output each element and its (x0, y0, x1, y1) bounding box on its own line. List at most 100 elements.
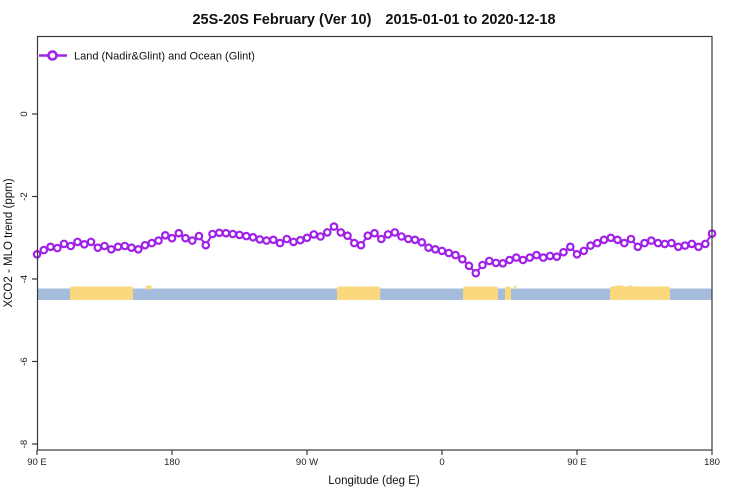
x-axis-tick-label: 90 W (296, 457, 318, 468)
data-point-marker (478, 260, 487, 270)
surface-band-segment-land (610, 286, 670, 300)
y-axis-tick-label: -2 (19, 192, 30, 200)
data-point-marker (511, 253, 521, 262)
surface-band-island-mark (514, 285, 517, 290)
data-point-marker (282, 234, 292, 244)
data-point-marker (309, 230, 319, 239)
x-axis-tick-label: 180 (704, 457, 720, 468)
data-point-marker (120, 241, 130, 251)
data-point-marker (633, 242, 643, 252)
data-point-marker (586, 241, 595, 250)
surface-band-segment-land (70, 286, 133, 300)
data-point-marker (680, 241, 690, 250)
data-point-marker (464, 261, 474, 271)
data-point-marker (161, 231, 170, 240)
data-point-marker (80, 240, 89, 249)
data-point-marker (444, 248, 454, 258)
data-point-marker (430, 245, 440, 254)
data-series-layer (32, 222, 717, 278)
data-point-marker (349, 238, 359, 248)
x-axis-tick-label: 90 E (27, 457, 47, 468)
data-point-marker (289, 237, 298, 247)
data-point-marker (397, 232, 406, 241)
chart-title-main: 25S-20S February (Ver 10) (192, 12, 371, 28)
data-point-marker (646, 236, 656, 245)
data-point-marker (545, 251, 555, 261)
data-point-marker (640, 238, 649, 248)
data-point-marker (518, 255, 528, 265)
legend-marker-icon (47, 50, 58, 61)
data-point-marker (93, 243, 103, 253)
surface-band-island-mark (614, 285, 624, 290)
data-point-marker (694, 242, 703, 252)
y-axis-tick-label: 0 (19, 111, 30, 116)
data-point-marker (505, 255, 514, 265)
data-point-marker (403, 234, 413, 244)
data-point-marker (107, 245, 116, 254)
data-point-marker (424, 243, 433, 253)
data-point-marker (552, 252, 562, 262)
data-point-marker (66, 241, 76, 251)
data-point-marker (667, 238, 676, 248)
x-axis-tick-label: 180 (164, 457, 180, 468)
data-point-marker (376, 234, 386, 244)
data-point-marker (100, 241, 109, 251)
data-point-marker (673, 242, 683, 252)
surface-band-layer (37, 285, 712, 300)
data-point-marker (653, 238, 663, 248)
data-point-marker (86, 237, 96, 247)
data-point-marker (592, 238, 602, 248)
x-axis-tick-label: 90 E (567, 457, 587, 468)
surface-band-segment-ocean (133, 288, 337, 300)
chart-title: 25S-20S February (Ver 10) 2015-01-01 to 2… (192, 12, 555, 28)
surface-band-segment-ocean (511, 288, 610, 300)
legend: Land (Nadir&Glint) and Ocean (Glint) (39, 50, 255, 63)
data-point-marker (410, 235, 420, 245)
surface-band-segment-ocean (497, 288, 505, 300)
data-point-marker (437, 246, 447, 256)
data-point-marker (248, 233, 258, 242)
data-point-marker (181, 233, 190, 243)
data-point-marker (660, 239, 670, 249)
axes-layer: 90 E 180 90 W 0 90 E 180 0 -2 -4 -6 -8 (19, 111, 720, 468)
data-point-marker (700, 239, 710, 249)
data-point-marker (471, 268, 481, 278)
data-point-marker (538, 253, 548, 262)
y-axis-title: XCO2 - MLO trend (ppm) (3, 178, 15, 307)
x-axis-title: Longitude (deg E) (328, 475, 420, 487)
data-point-marker (484, 256, 494, 266)
y-axis-tick-label: -6 (19, 357, 30, 365)
data-point-marker (242, 231, 251, 241)
y-axis-tick-label: -4 (19, 275, 30, 283)
data-point-marker (451, 250, 460, 260)
data-point-marker (194, 231, 204, 241)
data-point-marker (73, 237, 82, 247)
data-point-marker (167, 233, 177, 243)
data-point-marker (208, 229, 217, 239)
surface-band-segment-land (505, 286, 511, 300)
data-point-marker (295, 235, 305, 245)
data-point-marker (46, 242, 55, 252)
data-point-marker (140, 240, 150, 250)
data-point-marker (201, 240, 211, 250)
data-point-marker (154, 236, 163, 245)
y-axis-tick-label: -8 (19, 440, 30, 448)
data-point-marker (275, 238, 285, 248)
data-point-marker (356, 240, 366, 250)
data-point-marker (228, 229, 238, 239)
surface-band-segment-ocean (37, 288, 70, 300)
data-point-marker (221, 228, 231, 238)
data-point-marker (390, 228, 400, 237)
data-point-marker (255, 235, 265, 244)
data-point-marker (52, 243, 62, 253)
plot-border (36, 35, 713, 451)
data-point-marker (322, 228, 332, 237)
data-point-marker (370, 228, 379, 238)
surface-band-segment-land (463, 286, 498, 300)
data-point-marker (343, 231, 352, 241)
data-point-marker (525, 253, 535, 262)
data-point-marker (498, 258, 508, 268)
data-point-marker (134, 245, 143, 254)
